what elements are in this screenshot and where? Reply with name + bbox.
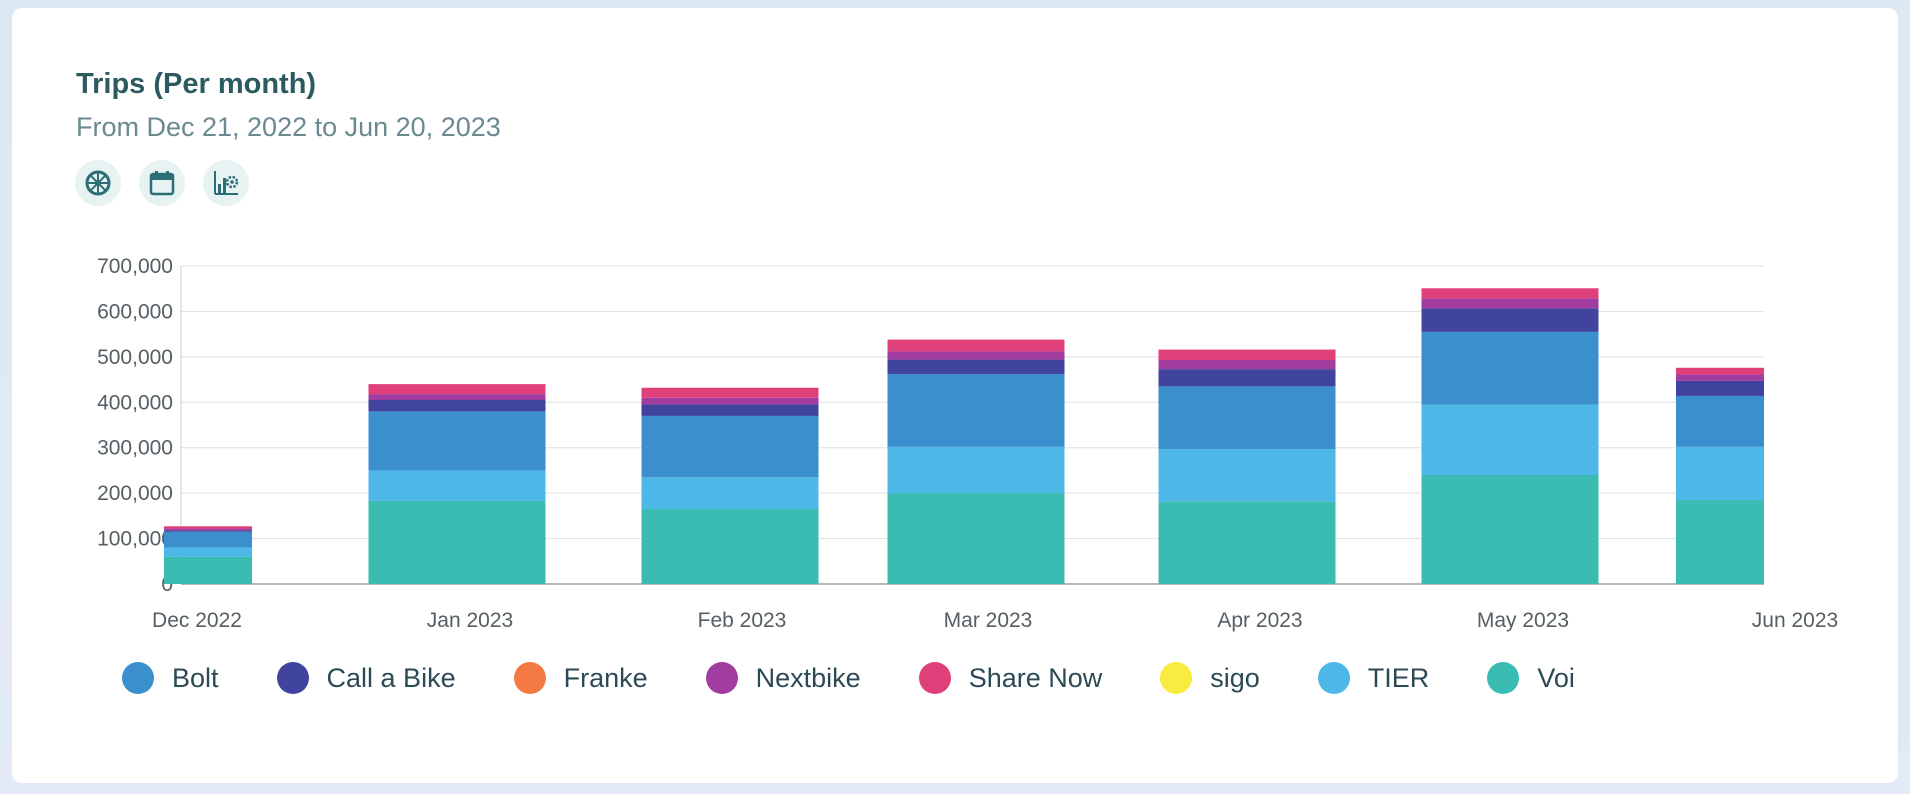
bar-segment-call-a-bike[interactable] [1676, 380, 1764, 396]
bar-segment-bolt[interactable] [164, 531, 252, 548]
bar-segment-nextbike[interactable] [887, 351, 1065, 360]
legend-item-sigo[interactable]: sigo [1160, 662, 1260, 694]
bar-segment-call-a-bike[interactable] [1421, 308, 1599, 332]
bar-segment-tier[interactable] [1676, 446, 1764, 500]
x-tick-label: Feb 2023 [698, 609, 787, 632]
y-tick-label: 500,000 [97, 346, 173, 369]
bar-segment-share-now[interactable] [1421, 288, 1599, 299]
legend-label: Share Now [968, 662, 1103, 693]
bar-segment-tier[interactable] [641, 477, 819, 510]
date-range-button[interactable] [139, 160, 185, 206]
x-tick-label: Apr 2023 [1217, 609, 1302, 632]
x-tick-label: May 2023 [1477, 609, 1569, 632]
chart-settings-button[interactable] [203, 160, 249, 206]
legend-item-tier[interactable]: TIER [1317, 662, 1430, 694]
bar-segment-nextbike[interactable] [641, 397, 819, 405]
bar-segment-call-a-bike[interactable] [641, 404, 819, 416]
bar-segment-voi[interactable] [368, 500, 546, 584]
legend-item-nextbike[interactable]: Nextbike [705, 662, 861, 694]
legend-color-dot [918, 662, 951, 694]
bar-segment-call-a-bike[interactable] [1158, 369, 1336, 387]
chart-card: Trips (Per month) From Dec 21, 2022 to J… [12, 8, 1898, 783]
bar-segment-tier[interactable] [164, 547, 252, 557]
legend-label: Voi [1537, 662, 1575, 693]
bar-segment-nextbike[interactable] [1676, 374, 1764, 381]
bar-segment-bolt[interactable] [1676, 395, 1764, 447]
legend-label: Nextbike [755, 662, 861, 693]
bar-segment-tier[interactable] [368, 470, 546, 501]
legend-item-share-now[interactable]: Share Now [918, 662, 1103, 694]
x-tick-label: Mar 2023 [944, 609, 1033, 632]
y-tick-label: 600,000 [97, 300, 173, 323]
bar-segment-voi[interactable] [1421, 474, 1599, 584]
chart-title: Trips (Per month) [76, 68, 317, 100]
legend-item-call-a-bike[interactable]: Call a Bike [276, 662, 456, 694]
bar-segment-share-now[interactable] [1676, 367, 1764, 375]
legend-color-dot [1317, 662, 1350, 694]
y-tick-label: 0 [161, 573, 173, 596]
chart-settings-icon [214, 171, 239, 195]
bar-segment-bolt[interactable] [1158, 386, 1336, 450]
x-tick-label: Jun 2023 [1752, 609, 1838, 632]
bar-segment-call-a-bike[interactable] [887, 359, 1065, 375]
legend-color-dot [705, 662, 738, 694]
legend-label: Franke [563, 662, 648, 693]
legend-color-dot [276, 662, 309, 694]
bar-segment-call-a-bike[interactable] [164, 530, 252, 532]
y-tick-label: 300,000 [97, 437, 173, 460]
legend-color-dot [1160, 662, 1193, 694]
bar-segment-nextbike[interactable] [368, 394, 546, 401]
bar-segment-voi[interactable] [641, 509, 819, 584]
bar-segment-bolt[interactable] [887, 374, 1065, 447]
bar-segment-share-now[interactable] [1158, 349, 1336, 361]
bar-segment-voi[interactable] [887, 493, 1065, 584]
bar-segment-nextbike[interactable] [164, 528, 252, 531]
legend-item-franke[interactable]: Franke [513, 662, 648, 694]
bar-segment-nextbike[interactable] [1421, 298, 1599, 309]
y-tick-label: 200,000 [97, 482, 173, 505]
stacked-bar-chart: 0 100,000 200,000 300,000 400,000 500,000 600,… [97, 255, 1838, 632]
bar-segment-voi[interactable] [1676, 499, 1764, 584]
legend-item-voi[interactable]: Voi [1487, 662, 1575, 694]
bar-segment-share-now[interactable] [164, 526, 252, 529]
bar-segment-share-now[interactable] [887, 339, 1065, 352]
bar-segment-voi[interactable] [164, 556, 252, 584]
bar-segment-tier[interactable] [1421, 404, 1599, 475]
chart-date-range: From Dec 21, 2022 to Jun 20, 2023 [76, 112, 501, 142]
bar-segment-tier[interactable] [887, 446, 1065, 494]
y-tick-label: 100,000 [97, 528, 173, 551]
x-tick-label: Jan 2023 [427, 609, 513, 632]
legend-label: Call a Bike [326, 662, 456, 693]
legend-color-dot [122, 662, 154, 694]
bar-segment-share-now[interactable] [641, 387, 819, 398]
legend-color-dot [1487, 662, 1520, 694]
y-tick-label: 400,000 [97, 391, 173, 414]
bar-segment-voi[interactable] [1158, 501, 1336, 584]
legend-item-bolt[interactable]: Bolt [122, 662, 219, 694]
legend-label: TIER [1367, 662, 1430, 693]
bar-segment-nextbike[interactable] [1158, 360, 1336, 370]
bar-segment-tier[interactable] [1158, 449, 1336, 502]
bar-segment-share-now[interactable] [368, 384, 546, 395]
bar-segment-bolt[interactable] [1421, 331, 1599, 405]
y-tick-label: 700,000 [97, 255, 173, 278]
x-tick-label: Dec 2022 [152, 609, 242, 632]
legend-label: sigo [1210, 662, 1260, 693]
provider-filter-button[interactable] [75, 160, 121, 206]
legend-color-dot [513, 662, 546, 694]
provider-filter-icon [85, 170, 111, 196]
calendar-icon [149, 171, 175, 196]
bar-segment-bolt[interactable] [368, 411, 546, 471]
bar-segment-bolt[interactable] [641, 415, 819, 478]
legend-label: Bolt [172, 662, 219, 693]
bar-segment-call-a-bike[interactable] [368, 400, 546, 412]
chart-legend: Bolt Call a Bike Franke Nextbike Share Now si… [122, 658, 1633, 698]
